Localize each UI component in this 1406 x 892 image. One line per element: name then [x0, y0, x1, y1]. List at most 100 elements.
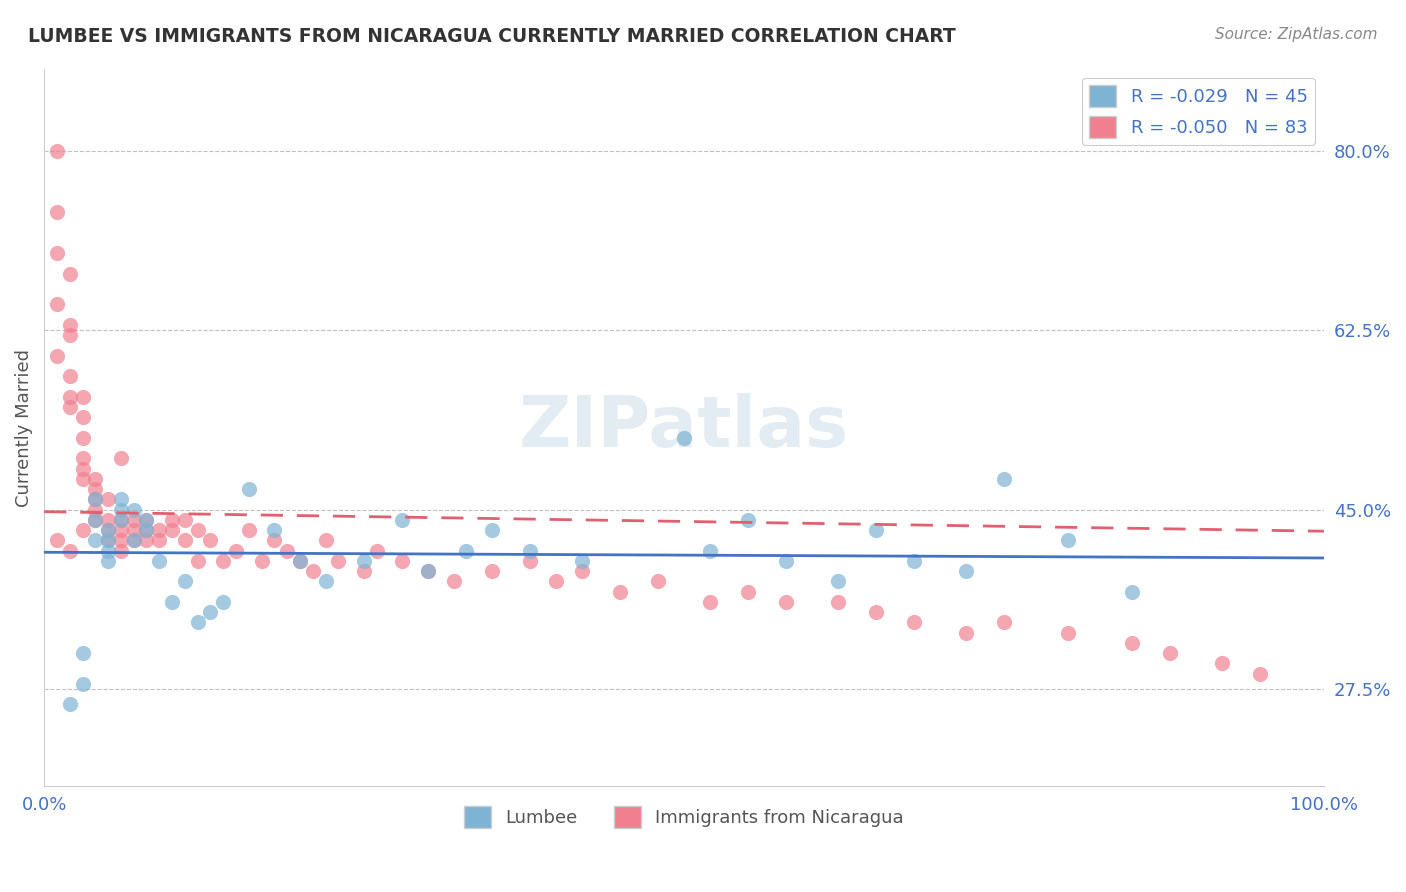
Point: [865, 605, 887, 619]
Point: [609, 584, 631, 599]
Point: [302, 564, 325, 578]
Point: [160, 595, 183, 609]
Point: [59, 698, 82, 712]
Point: [481, 564, 503, 578]
Point: [97, 523, 120, 537]
Point: [72, 451, 94, 466]
Point: [212, 595, 235, 609]
Point: [187, 554, 209, 568]
Point: [122, 502, 145, 516]
Point: [72, 410, 94, 425]
Point: [955, 625, 977, 640]
Point: [72, 390, 94, 404]
Point: [993, 472, 1015, 486]
Point: [135, 533, 157, 548]
Point: [72, 472, 94, 486]
Point: [353, 564, 375, 578]
Text: ZIPatlas: ZIPatlas: [519, 393, 849, 462]
Point: [72, 677, 94, 691]
Point: [827, 595, 849, 609]
Point: [135, 523, 157, 537]
Point: [122, 523, 145, 537]
Point: [110, 502, 132, 516]
Point: [135, 523, 157, 537]
Point: [903, 554, 925, 568]
Point: [1121, 584, 1143, 599]
Point: [97, 533, 120, 548]
Point: [72, 523, 94, 537]
Point: [200, 533, 222, 548]
Point: [59, 369, 82, 384]
Point: [160, 523, 183, 537]
Point: [110, 451, 132, 466]
Point: [148, 533, 170, 548]
Point: [699, 543, 721, 558]
Point: [122, 533, 145, 548]
Point: [647, 574, 669, 589]
Point: [328, 554, 350, 568]
Point: [122, 513, 145, 527]
Point: [544, 574, 567, 589]
Point: [72, 646, 94, 660]
Point: [97, 513, 120, 527]
Point: [353, 554, 375, 568]
Point: [59, 267, 82, 281]
Point: [84, 502, 107, 516]
Point: [45, 533, 67, 548]
Point: [122, 533, 145, 548]
Text: Source: ZipAtlas.com: Source: ZipAtlas.com: [1215, 27, 1378, 42]
Point: [315, 574, 337, 589]
Point: [416, 564, 439, 578]
Point: [699, 595, 721, 609]
Point: [1121, 636, 1143, 650]
Point: [84, 513, 107, 527]
Point: [212, 554, 235, 568]
Point: [263, 533, 285, 548]
Point: [1249, 666, 1271, 681]
Point: [288, 554, 311, 568]
Point: [160, 513, 183, 527]
Point: [238, 482, 260, 496]
Point: [672, 431, 695, 445]
Point: [519, 554, 541, 568]
Point: [993, 615, 1015, 630]
Point: [97, 543, 120, 558]
Point: [1211, 657, 1233, 671]
Point: [97, 554, 120, 568]
Point: [481, 523, 503, 537]
Point: [110, 513, 132, 527]
Point: [737, 584, 759, 599]
Point: [45, 144, 67, 158]
Point: [288, 554, 311, 568]
Point: [443, 574, 465, 589]
Point: [97, 492, 120, 507]
Point: [416, 564, 439, 578]
Point: [110, 513, 132, 527]
Point: [391, 554, 413, 568]
Point: [187, 615, 209, 630]
Point: [135, 513, 157, 527]
Point: [72, 431, 94, 445]
Y-axis label: Currently Married: Currently Married: [15, 349, 32, 507]
Point: [148, 523, 170, 537]
Point: [110, 523, 132, 537]
Point: [865, 523, 887, 537]
Point: [903, 615, 925, 630]
Point: [315, 533, 337, 548]
Point: [187, 523, 209, 537]
Point: [775, 595, 797, 609]
Point: [173, 533, 195, 548]
Point: [276, 543, 298, 558]
Point: [955, 564, 977, 578]
Point: [59, 390, 82, 404]
Point: [456, 543, 478, 558]
Point: [84, 482, 107, 496]
Point: [571, 564, 593, 578]
Point: [59, 318, 82, 332]
Point: [84, 533, 107, 548]
Point: [173, 513, 195, 527]
Point: [775, 554, 797, 568]
Point: [148, 554, 170, 568]
Text: LUMBEE VS IMMIGRANTS FROM NICARAGUA CURRENTLY MARRIED CORRELATION CHART: LUMBEE VS IMMIGRANTS FROM NICARAGUA CURR…: [28, 27, 956, 45]
Point: [45, 246, 67, 260]
